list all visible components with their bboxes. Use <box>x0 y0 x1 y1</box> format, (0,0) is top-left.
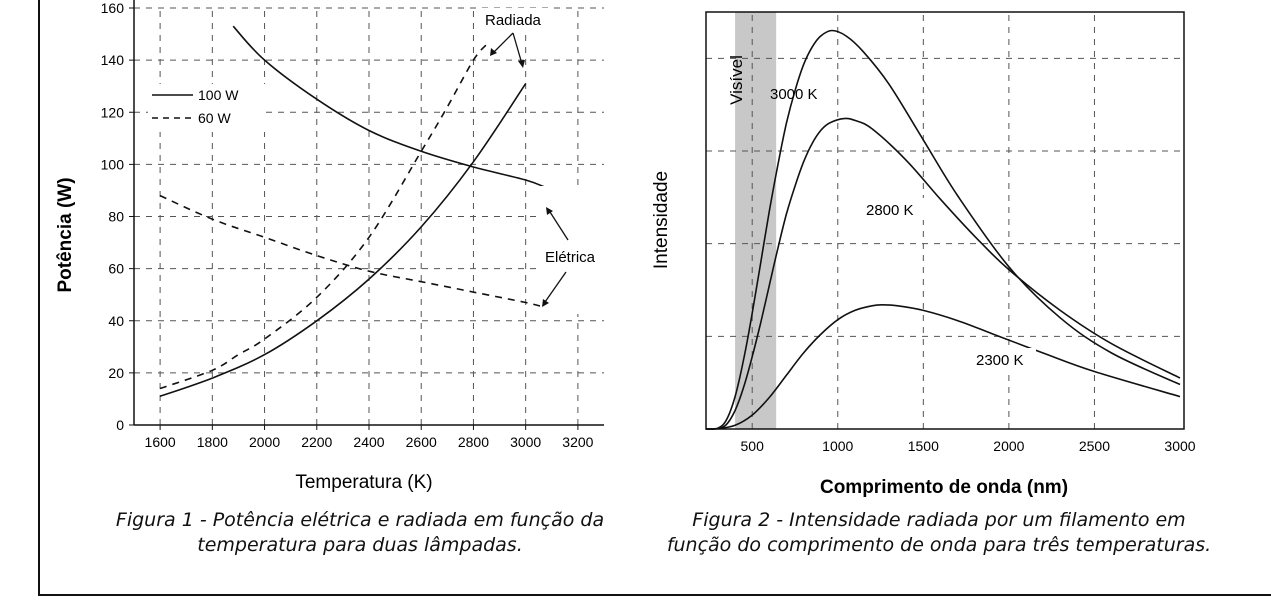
figure-2-caption-line-2: função do comprimento de onda para três … <box>666 534 1212 556</box>
x-tick-label: 1500 <box>908 438 939 454</box>
page-frame-bottom-rule <box>38 594 1271 596</box>
curve-label-2300k-background <box>972 348 1036 370</box>
y-tick-label: 120 <box>101 104 125 120</box>
annotation-radiada-arrow-1 <box>491 32 514 55</box>
figure-1-grid <box>129 7 604 430</box>
annotation-radiada-arrowhead-1 <box>490 48 497 56</box>
x-tick-label: 2200 <box>301 434 332 450</box>
x-tick-label: 3200 <box>562 434 593 450</box>
y-tick-label: 20 <box>108 365 124 381</box>
figure-1-caption-line-2: temperatura para duas lâmpadas. <box>197 534 523 556</box>
page-frame-left-rule <box>38 0 40 596</box>
annotation-radiada-arrowhead-2 <box>518 60 525 68</box>
y-tick-label: 60 <box>108 261 124 277</box>
figure-1-series <box>159 25 547 398</box>
x-tick-label: 2500 <box>1079 438 1110 454</box>
annotation-eletrica-arrowhead-2 <box>542 299 549 307</box>
curve-label-2300k: 2300 K <box>976 352 1024 369</box>
curve-label-2800k-background <box>862 198 924 220</box>
annotation-eletrica-arrow-2 <box>544 271 567 303</box>
figure-2-intensity-chart: 500 1000 1500 2000 2500 3000 Visível 3000 K 2… <box>651 11 1196 498</box>
y-tick-label: 40 <box>108 313 124 329</box>
x-tick-label: 2400 <box>353 434 384 450</box>
annotation-radiada-label: Radiada <box>485 12 542 29</box>
series-line-3000k <box>706 29 1181 430</box>
y-tick-label: 100 <box>101 156 125 172</box>
x-tick-label: 500 <box>741 438 765 454</box>
figure-2-grid <box>706 12 1180 429</box>
figure-2-x-axis-title: Comprimento de onda (nm) <box>820 477 1068 498</box>
figure-2-plot-frame <box>705 11 1185 430</box>
x-tick-label: 1800 <box>197 434 228 450</box>
x-tick-label: 3000 <box>1164 438 1195 454</box>
figure-2-x-tick-labels: 500 1000 1500 2000 2500 3000 <box>741 438 1196 454</box>
figure-2-caption-line-1: Figura 2 - Intensidade radiada por um fi… <box>692 509 1186 531</box>
legend-label-60w: 60 W <box>198 110 231 126</box>
figure-1-caption-line-1: Figura 1 - Potência elétrica e radiada e… <box>115 509 605 531</box>
figure-1-y-axis-title: Potência (W) <box>55 177 76 292</box>
visible-band-label: Visível <box>727 55 746 105</box>
figure-1-y-tick-labels: 0 20 40 60 80 100 120 140 160 <box>101 0 125 433</box>
curve-label-3000k: 3000 K <box>770 86 818 103</box>
x-tick-label: 2000 <box>993 438 1024 454</box>
x-tick-label: 2600 <box>406 434 437 450</box>
x-tick-label: 3000 <box>510 434 541 450</box>
annotation-radiada-arrow-2 <box>512 32 523 65</box>
y-tick-label: 80 <box>108 209 124 225</box>
y-tick-label: 160 <box>101 0 125 16</box>
legend-label-100w: 100 W <box>198 87 239 103</box>
figure-2-caption: Figura 2 - Intensidade radiada por um fi… <box>616 508 1262 558</box>
figure-1-legend: 100 W 60 W <box>148 84 266 132</box>
curve-label-2800k: 2800 K <box>866 202 914 219</box>
x-tick-label: 1600 <box>145 434 176 450</box>
series-line-2800k <box>706 117 1181 430</box>
figure-2-y-axis-title: Intensidade <box>651 171 672 269</box>
y-tick-label: 140 <box>101 52 125 68</box>
visible-band <box>735 12 777 429</box>
annotation-eletrica-arrow-1 <box>549 211 569 241</box>
annotation-radiada: Radiada <box>480 8 552 68</box>
figure-1-x-axis-title: Temperatura (K) <box>295 472 432 493</box>
annotation-eletrica-arrowhead-1 <box>546 207 553 215</box>
annotation-radiada-background <box>480 8 552 30</box>
annotation-eletrica-label: Elétrica <box>545 249 596 266</box>
x-tick-label: 1000 <box>822 438 853 454</box>
figure-1-x-tick-labels: 1600 1800 2000 2200 2400 2600 2800 3000 3200 <box>145 434 594 450</box>
series-line-100w-eletrica <box>232 25 547 189</box>
figure-1-power-chart: 0 20 40 60 80 100 120 140 160 1600 1800 2000 2200 24… <box>55 0 610 493</box>
series-line-2300k <box>706 304 1181 430</box>
series-line-100w-radiada <box>159 83 527 398</box>
x-tick-label: 2000 <box>249 434 280 450</box>
annotation-eletrica: Elétrica <box>540 186 610 314</box>
series-line-60w-eletrica <box>159 194 547 309</box>
x-tick-label: 2800 <box>458 434 489 450</box>
y-tick-label: 0 <box>116 417 124 433</box>
figure-1-caption: Figura 1 - Potência elétrica e radiada e… <box>116 508 604 558</box>
figure-2-series <box>706 29 1181 430</box>
legend-background <box>148 84 266 132</box>
